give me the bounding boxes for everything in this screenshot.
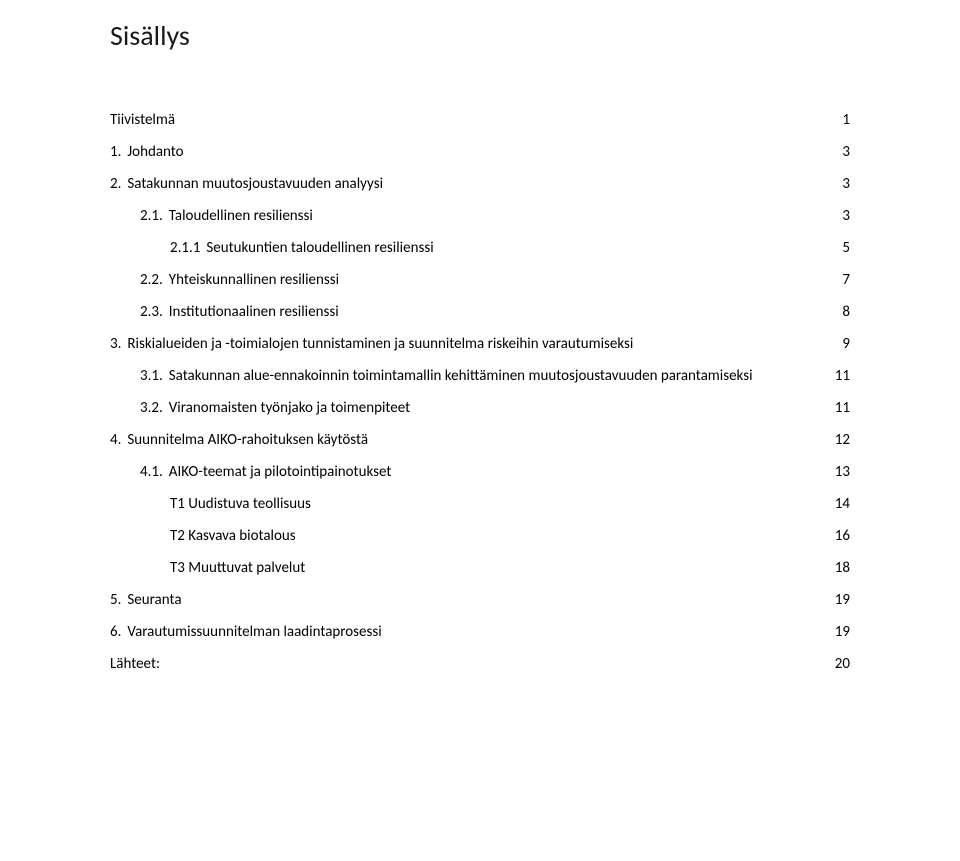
toc-entry: 3.1.Satakunnan alue-ennakoinnin toiminta… [140, 367, 850, 385]
toc-entry: 6.Varautumissuunnitelman laadintaprosess… [110, 623, 850, 641]
toc-entry-label: Johdanto [127, 143, 183, 161]
page-title: Sisällys [110, 18, 850, 53]
toc-entry-label: Seuranta [127, 591, 181, 609]
toc-entry-page: 19 [835, 591, 850, 609]
toc-entry: 5.Seuranta 19 [110, 591, 850, 609]
toc-entry-number: 3.2. [140, 399, 169, 417]
toc-entry-page: 18 [835, 559, 850, 577]
toc-entry-label: T1 Uudistuva teollisuus [170, 495, 311, 513]
toc-entry: 3.Riskialueiden ja -toimialojen tunnista… [110, 335, 850, 353]
toc-entry-page: 3 [842, 175, 850, 193]
toc-entry-page: 9 [842, 335, 850, 353]
toc-entry: 1.Johdanto 3 [110, 143, 850, 161]
toc-entry: T2 Kasvava biotalous 16 [170, 527, 850, 545]
toc-entry-page: 13 [835, 463, 850, 481]
toc-entry-label: Varautumissuunnitelman laadintaprosessi [127, 623, 381, 641]
toc-entry-number: 4.1. [140, 463, 169, 481]
toc-entry-number: 5. [110, 591, 127, 609]
toc-entry-label: Tiivistelmä [110, 111, 175, 129]
toc-entry-label: T3 Muuttuvat palvelut [170, 559, 305, 577]
toc-entry: 4.1.AIKO-teemat ja pilotointipainotukset… [140, 463, 850, 481]
toc-entry-page: 1 [842, 111, 850, 129]
toc-entry-number: 3.1. [140, 367, 169, 385]
toc-entry-number: 4. [110, 431, 127, 449]
toc-entry-page: 3 [842, 207, 850, 225]
toc-entry-label: Taloudellinen resilienssi [169, 207, 313, 225]
toc-entry-label: Yhteiskunnallinen resilienssi [169, 271, 339, 289]
document-page: Sisällys Tiivistelmä11.Johdanto32.Sataku… [0, 0, 960, 861]
toc-entry-number: 2.1.1 [170, 239, 206, 257]
toc-entry-label: Institutionaalinen resilienssi [169, 303, 339, 321]
toc-entry: 2.Satakunnan muutosjoustavuuden analyysi… [110, 175, 850, 193]
toc-entry-label: Lähteet: [110, 655, 160, 673]
toc-entry-page: 5 [842, 239, 850, 257]
toc-entry-page: 7 [842, 271, 850, 289]
toc-entry-page: 14 [835, 495, 850, 513]
toc-entry: Tiivistelmä 1 [110, 111, 850, 129]
toc-entry: 2.1.1Seutukuntien taloudellinen resilien… [170, 239, 850, 257]
toc-entry: 2.1.Taloudellinen resilienssi 3 [140, 207, 850, 225]
toc-entry-number: 2.2. [140, 271, 169, 289]
toc-entry-label: Seutukuntien taloudellinen resilienssi [206, 239, 433, 257]
toc-entry-page: 3 [842, 143, 850, 161]
toc-entry: 4.Suunnitelma AIKO-rahoituksen käytöstä 1… [110, 431, 850, 449]
toc-entry-page: 16 [835, 527, 850, 545]
toc-entry: T3 Muuttuvat palvelut 18 [170, 559, 850, 577]
toc-entry-number: 2.1. [140, 207, 169, 225]
toc-entry-label: Riskialueiden ja -toimialojen tunnistami… [127, 335, 633, 353]
toc-entry-label: T2 Kasvava biotalous [170, 527, 296, 545]
toc-entry-page: 11 [835, 399, 850, 417]
toc-entry-label: Satakunnan muutosjoustavuuden analyysi [127, 175, 383, 193]
toc-entry-label: Viranomaisten työnjako ja toimenpiteet [169, 399, 410, 417]
toc-entry: 3.2.Viranomaisten työnjako ja toimenpite… [140, 399, 850, 417]
toc-entry-label: AIKO-teemat ja pilotointipainotukset [169, 463, 392, 481]
toc-entry-number: 3. [110, 335, 127, 353]
toc-entry-page: 12 [835, 431, 850, 449]
toc-entry: 2.2.Yhteiskunnallinen resilienssi 7 [140, 271, 850, 289]
toc-entry: T1 Uudistuva teollisuus 14 [170, 495, 850, 513]
toc-entry-number: 1. [110, 143, 127, 161]
toc-entry-number: 2.3. [140, 303, 169, 321]
toc-entry-page: 11 [835, 367, 850, 385]
toc-entry-page: 8 [842, 303, 850, 321]
toc-entry: Lähteet: 20 [110, 655, 850, 673]
toc-entry: 2.3.Institutionaalinen resilienssi 8 [140, 303, 850, 321]
toc-entry-page: 19 [835, 623, 850, 641]
toc-entry-number: 2. [110, 175, 127, 193]
table-of-contents: Tiivistelmä11.Johdanto32.Satakunnan muut… [110, 111, 850, 673]
toc-entry-number: 6. [110, 623, 127, 641]
toc-entry-label: Suunnitelma AIKO-rahoituksen käytöstä [127, 431, 368, 449]
toc-entry-page: 20 [835, 655, 850, 673]
toc-entry-label: Satakunnan alue-ennakoinnin toimintamall… [169, 367, 753, 385]
